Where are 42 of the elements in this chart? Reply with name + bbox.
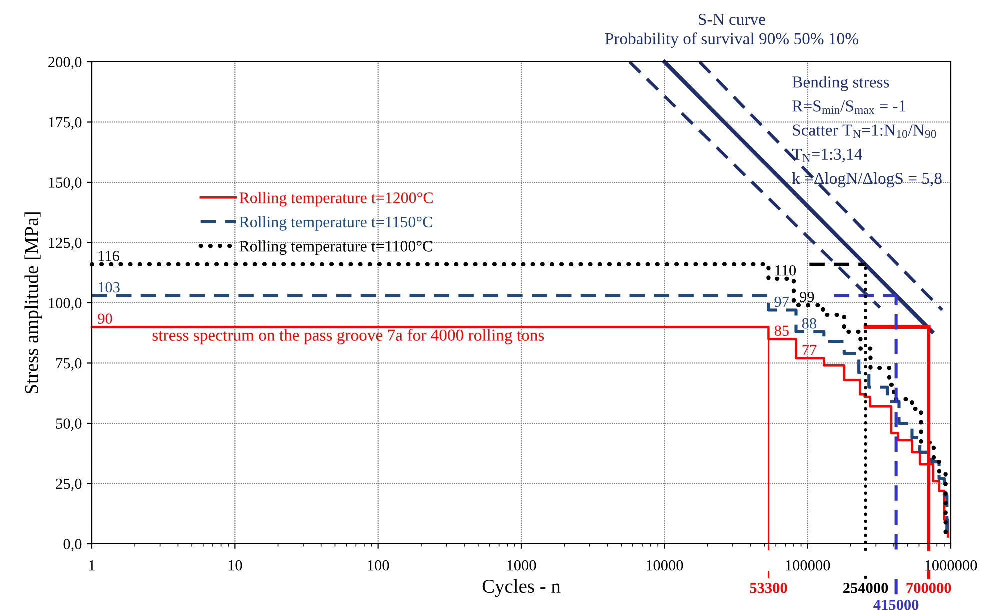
y-axis-title: Stress amplitude [MPa] xyxy=(24,212,42,394)
y-tick-label: 200,0 xyxy=(48,57,82,70)
ref-line-label: 254000 xyxy=(844,583,888,594)
y-tick-label: 75,0 xyxy=(56,358,82,371)
annotation: 116 xyxy=(98,251,120,262)
x-tick-label: 10000 xyxy=(646,560,684,571)
annotation: 97 xyxy=(774,296,790,308)
ref-line-label: 53300 xyxy=(750,583,788,594)
annotation: Scatter T$_{N}$=1:N$_{10}$/N$_{90}$ xyxy=(793,124,936,138)
annotation: Bending stress xyxy=(792,76,890,92)
x-axis-title: Cycles - n xyxy=(482,579,561,598)
ref-line-label: 700000 xyxy=(906,583,952,594)
legend-label: Rolling temperature t=1100°C xyxy=(240,240,432,256)
annotation: R=S$_{min}$/S$_{max}$ = -1 xyxy=(792,100,906,114)
annotation: k =ΔlogN/ΔlogS = 5,8 xyxy=(792,172,942,188)
annotation: 85 xyxy=(774,326,789,336)
annotation: stress spectrum on the pass groove 7a for 4000 rolling tons xyxy=(152,329,544,344)
y-tick-label: 25,0 xyxy=(56,478,82,492)
annotation: T$_{N}$=1:3,14 xyxy=(792,148,862,162)
y-tick-label: 100,0 xyxy=(49,298,82,311)
text: S-N curve xyxy=(699,14,766,26)
annotation: 99 xyxy=(800,292,814,302)
annotation: 110 xyxy=(776,265,796,276)
y-tick-label: 0,0 xyxy=(64,539,82,552)
annotation: 77 xyxy=(802,345,817,356)
y-tick-label: 50,0 xyxy=(56,418,82,432)
legend-label: Rolling temperature t=1150°C xyxy=(240,216,432,231)
annotation: 88 xyxy=(802,318,816,329)
legend-label: Rolling temperature t=1200°C xyxy=(240,192,433,207)
x-tick-label: 100 xyxy=(368,560,390,571)
x-tick-label: 10 xyxy=(228,560,242,571)
y-tick-label: 150,0 xyxy=(49,178,82,190)
annotation: 103 xyxy=(98,282,120,293)
x-tick-label: 1000 xyxy=(508,560,536,571)
annotation: 90 xyxy=(98,314,112,324)
x-tick-label: 100000 xyxy=(786,560,830,571)
y-tick-label: 125,0 xyxy=(49,238,82,250)
text: Probability of survival 90% 50% 10% xyxy=(605,32,858,48)
x-tick-label: 1 xyxy=(90,560,95,571)
x-tick-label: 1000000 xyxy=(926,560,978,571)
y-tick-label: 175,0 xyxy=(49,117,82,130)
ref-line-label: 415000 xyxy=(874,600,919,610)
